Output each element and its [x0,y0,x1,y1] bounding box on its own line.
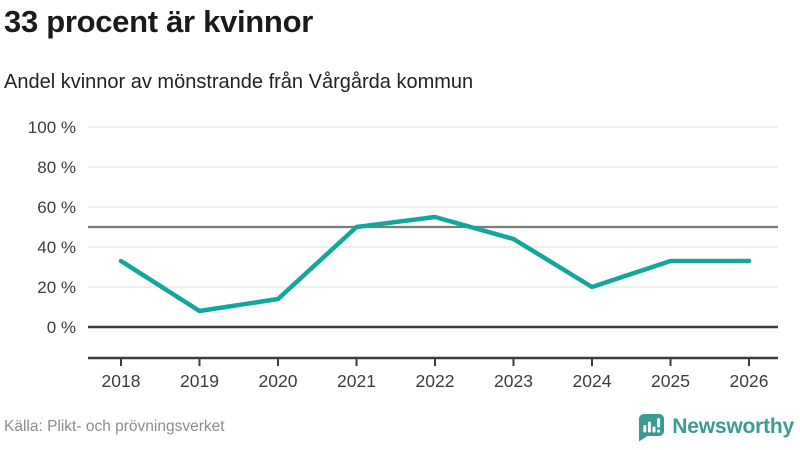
bar-chart-speech-bubble-icon [639,414,665,442]
page-title: 33 procent är kvinnor [4,4,313,39]
source-note: Källa: Plikt- och prövningsverket [4,418,225,435]
y-axis-tick-label: 0 % [47,318,76,337]
y-axis-tick-label: 20 % [37,278,76,297]
x-axis-tick-label: 2020 [259,371,298,391]
y-axis-tick-label: 60 % [37,198,76,217]
x-axis-tick-label: 2021 [337,371,376,391]
newsworthy-wordmark: Newsworthy [672,415,794,438]
x-axis-tick-label: 2025 [651,371,690,391]
newsworthy-logo: Newsworthy [636,412,794,442]
x-axis-tick-label: 2022 [416,371,455,391]
y-axis-tick-label: 80 % [37,158,76,177]
x-axis-tick-label: 2018 [102,371,141,391]
chart-subtitle: Andel kvinnor av mönstrande från Vårgård… [4,71,474,93]
data-line [118,214,752,314]
line-chart: 0 % 20 % 40 % 60 % 80 % 100 % 2018 2019 2020 2021… [28,118,778,391]
x-axis-tick-label: 2019 [180,371,219,391]
x-axis-tick-label: 2024 [573,371,612,391]
x-axis-tick-label: 2026 [730,371,769,391]
y-axis-tick-label: 100 % [28,118,76,137]
x-axis-tick-label: 2023 [494,371,533,391]
y-axis-tick-label: 40 % [37,238,76,257]
footer: Källa: Plikt- och prövningsverket Newswo… [4,410,794,444]
